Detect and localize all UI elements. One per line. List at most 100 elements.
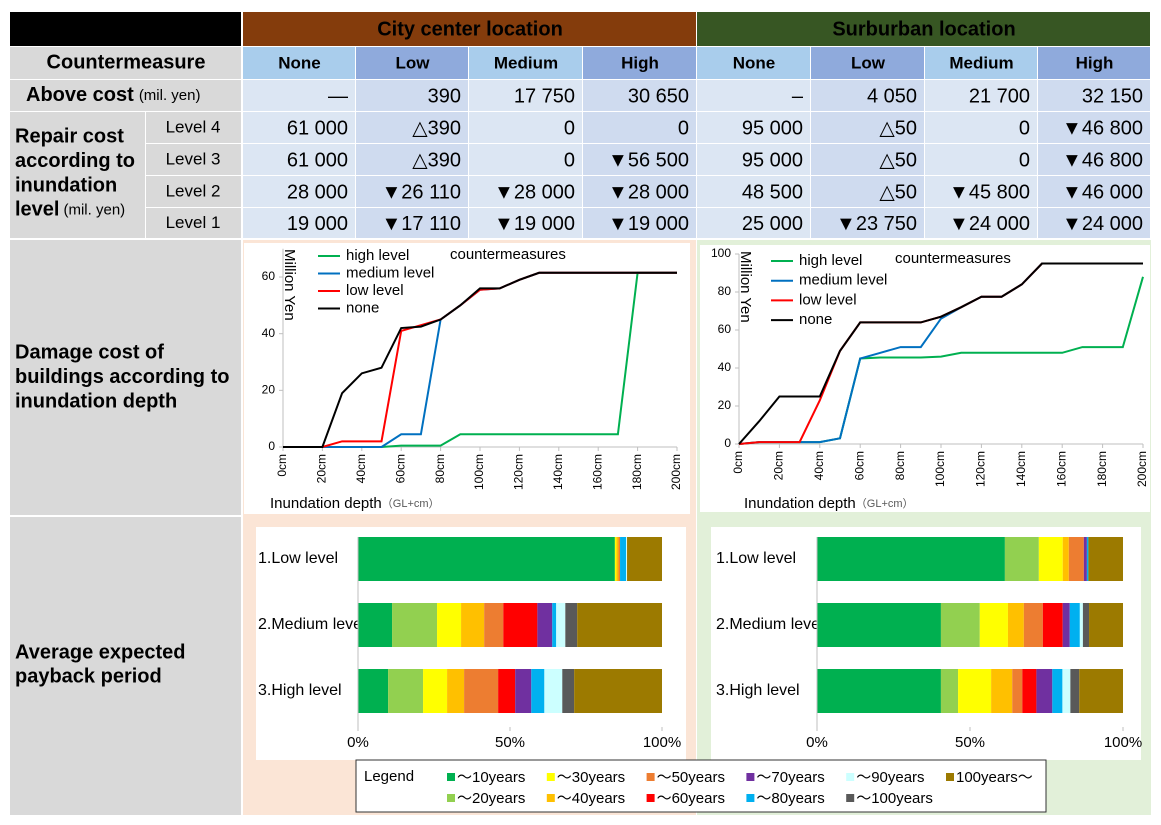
cell-value: ▼46 000 [1062, 181, 1143, 203]
y-tick-label: 60 [262, 269, 276, 283]
cell [469, 80, 582, 111]
x-tick-label: 40cm [812, 451, 826, 480]
category-label: 3.High level [258, 682, 342, 699]
y-axis-title: Million Yen [737, 251, 754, 323]
legend-swatch [846, 773, 855, 781]
unit: (mil. yen) [63, 201, 125, 218]
legend-swatch [646, 773, 655, 781]
cell-value: ▼19 000 [494, 213, 575, 235]
cell [697, 112, 810, 143]
bar-segment [358, 603, 393, 647]
cell [583, 176, 696, 207]
legend-label: high level [799, 252, 862, 269]
legend-label: medium level [799, 272, 887, 289]
legend-label: low level [799, 291, 857, 308]
bar-segment [817, 603, 941, 647]
bar-segment [620, 537, 627, 581]
bar-segment [1022, 669, 1037, 713]
cell [583, 112, 696, 143]
cell [925, 80, 1037, 111]
level-cell [146, 208, 241, 238]
legend-label: ～80years [756, 790, 824, 807]
bar-segment [437, 603, 462, 647]
x-tick-label: 0% [347, 734, 369, 751]
cell [583, 208, 696, 238]
bar-segment [1062, 603, 1070, 647]
bar-segment [447, 669, 465, 713]
column-label: Low [396, 53, 431, 72]
bar-segment [1038, 537, 1063, 581]
x-axis-title-text: Inundation depth [270, 495, 382, 512]
cell [583, 80, 696, 111]
bar-segment [626, 537, 628, 581]
y-tick-label: 40 [718, 360, 732, 374]
section-label: buildings according to [15, 366, 229, 388]
bar-segment [565, 603, 578, 647]
bar-segment [552, 603, 557, 647]
x-tick-label: 120cm [974, 451, 988, 487]
legend-label: ～50years [657, 769, 725, 786]
cell [243, 208, 355, 238]
legend-label: ～40years [557, 790, 625, 807]
row-label: Repair cost [15, 125, 124, 147]
x-tick-label: 140cm [1014, 451, 1028, 487]
group-header [243, 12, 696, 46]
cell [243, 176, 355, 207]
cell [811, 112, 924, 143]
legend-swatch [646, 794, 655, 802]
level-label: Level 3 [166, 149, 221, 168]
bar-segment [577, 603, 662, 647]
x-tick-label: 0cm [275, 454, 289, 477]
legend-label: low level [346, 282, 404, 299]
cell [1038, 112, 1150, 143]
cell-value: △50 [879, 117, 917, 139]
legend-swatch [746, 773, 755, 781]
x-tick-label: 80cm [893, 451, 907, 480]
x-tick-label: 100cm [472, 454, 486, 490]
cell-value: ▼24 000 [949, 213, 1030, 235]
x-tick-label: 100% [1104, 734, 1142, 751]
row-label: inundation [15, 174, 117, 196]
cell [243, 144, 355, 175]
x-tick-label: 50% [955, 734, 985, 751]
column-label: Medium [949, 53, 1013, 72]
legend-label: none [799, 311, 832, 328]
y-tick-label: 20 [262, 383, 276, 397]
bar-segment [388, 669, 424, 713]
cell-value: △50 [879, 149, 917, 171]
chart-frame [244, 243, 690, 514]
bar-segment [991, 669, 1013, 713]
cell [1038, 208, 1150, 238]
section-label: Damage cost of [15, 341, 164, 363]
y-tick-label: 20 [718, 398, 732, 412]
cell-value: 95 000 [742, 149, 803, 171]
bar-segment [1023, 603, 1043, 647]
legend-label: ～70years [756, 769, 824, 786]
column-header [583, 47, 696, 79]
bar-segment [940, 669, 959, 713]
bar-segment [1086, 537, 1089, 581]
x-tick-label: 100% [643, 734, 681, 751]
y-tick-label: 0 [724, 436, 731, 450]
cell [469, 208, 582, 238]
cell [925, 144, 1037, 175]
cell [356, 144, 468, 175]
x-axis-unit: （GL+cm） [382, 497, 440, 510]
legend-label: ～30years [557, 769, 625, 786]
cell-value: — [328, 85, 348, 107]
cell [356, 112, 468, 143]
bar-segment [1052, 669, 1063, 713]
section-label: Average expected [15, 641, 185, 663]
x-axis-title-text: Inundation depth [744, 495, 856, 512]
column-label: High [621, 53, 659, 72]
section-label: payback period [15, 665, 162, 687]
series-line [283, 271, 677, 448]
bar-segment [958, 669, 992, 713]
bar-segment [498, 669, 516, 713]
bar-segment [1088, 537, 1123, 581]
bar-segment [616, 537, 619, 581]
bar-segment [1089, 603, 1123, 647]
legend-swatch [746, 794, 755, 802]
cell-value: ▼26 110 [382, 181, 461, 203]
cell-value: 95 000 [742, 117, 803, 139]
